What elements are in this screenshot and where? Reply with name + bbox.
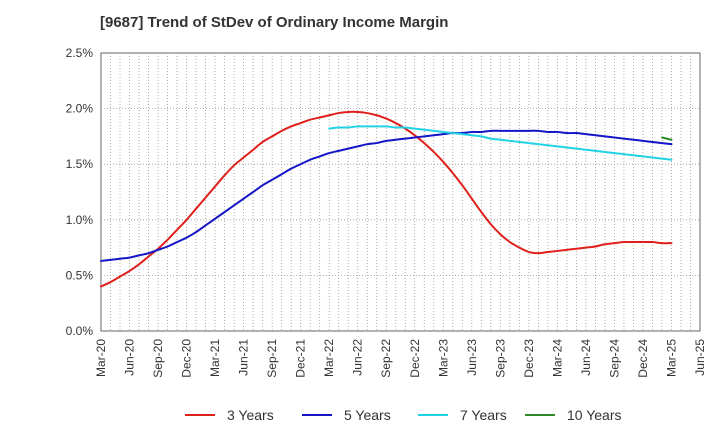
- x-tick-label: Mar-20: [94, 339, 108, 377]
- x-tick-label-group: Jun-25: [693, 339, 707, 376]
- chart-title: [9687] Trend of StDev of Ordinary Income…: [100, 14, 449, 31]
- x-tick-label-group: Dec-23: [522, 339, 536, 378]
- x-tick-label-group: Mar-21: [208, 339, 222, 377]
- x-tick-label-group: Dec-20: [180, 339, 194, 378]
- legend-item: 7 Years: [418, 407, 507, 423]
- legend-item: 5 Years: [302, 407, 391, 423]
- x-tick-label-group: Sep-24: [607, 339, 621, 378]
- x-tick-label: Dec-20: [180, 339, 194, 378]
- x-tick-label: Sep-20: [151, 339, 165, 378]
- grid-layer: [100, 52, 701, 332]
- x-tick-label: Sep-21: [265, 339, 279, 378]
- y-tick-label: 1.0%: [66, 213, 94, 227]
- series-layer: [100, 110, 673, 288]
- legend-swatch: [418, 414, 448, 416]
- x-tick-label-group: Dec-21: [294, 339, 308, 378]
- series-line-10-years: [660, 136, 673, 141]
- x-tick-label: Dec-21: [294, 339, 308, 378]
- x-tick-label-group: Sep-21: [265, 339, 279, 378]
- x-tick-label-group: Jun-22: [351, 339, 365, 376]
- x-tick-label: Jun-23: [465, 339, 479, 376]
- x-tick-label: Jun-24: [579, 339, 593, 376]
- x-tick-label: Jun-20: [123, 339, 137, 376]
- plot-area: [100, 52, 701, 332]
- x-tick-label-group: Jun-20: [123, 339, 137, 376]
- x-tick-label-group: Jun-24: [579, 339, 593, 376]
- x-tick-label-group: Mar-24: [550, 339, 564, 377]
- x-tick-label-group: Sep-22: [379, 339, 393, 378]
- x-tick-label: Mar-23: [436, 339, 450, 377]
- x-tick-label: Jun-21: [237, 339, 251, 376]
- x-tick-label-group: Mar-25: [664, 339, 678, 377]
- x-tick-label-group: Mar-22: [322, 339, 336, 377]
- series-line-5-years: [100, 129, 673, 262]
- legend-label: 10 Years: [567, 407, 622, 423]
- x-tick-label-group: Dec-22: [408, 339, 422, 378]
- x-tick-label-group: Mar-20: [94, 339, 108, 377]
- x-tick-label-group: Jun-21: [237, 339, 251, 376]
- y-tick-label: 1.5%: [66, 157, 94, 171]
- legend-label: 5 Years: [344, 407, 391, 423]
- x-tick-label: Mar-21: [208, 339, 222, 377]
- x-tick-label: Jun-22: [351, 339, 365, 376]
- x-tick-label-group: Sep-20: [151, 339, 165, 378]
- x-tick-label-group: Sep-23: [493, 339, 507, 378]
- x-tick-label-group: Mar-23: [436, 339, 450, 377]
- x-tick-label: Mar-24: [550, 339, 564, 377]
- x-tick-label-group: Jun-23: [465, 339, 479, 376]
- series-line-7-years: [328, 125, 673, 161]
- x-tick-label: Mar-22: [322, 339, 336, 377]
- legend-label: 3 Years: [227, 407, 274, 423]
- y-tick-label: 2.5%: [66, 46, 94, 60]
- legend-label: 7 Years: [460, 407, 507, 423]
- x-tick-label: Jun-25: [693, 339, 707, 376]
- x-tick-label: Mar-25: [664, 339, 678, 377]
- x-tick-label: Dec-22: [408, 339, 422, 378]
- x-tick-label: Dec-24: [636, 339, 650, 378]
- y-tick-label: 0.0%: [66, 324, 94, 338]
- x-tick-label: Sep-22: [379, 339, 393, 378]
- legend-swatch: [185, 414, 215, 416]
- label-layer: 0.0% 0.5% 1.0% 1.5% 2.0% 2.5% Mar-20 Jun-20 Sep-…: [66, 46, 707, 378]
- chart-legend: 3 Years 5 Years 7 Years 10 Years: [0, 404, 720, 426]
- legend-item: 3 Years: [185, 407, 274, 423]
- x-tick-label: Dec-23: [522, 339, 536, 378]
- x-tick-label: Sep-24: [607, 339, 621, 378]
- x-tick-label: Sep-23: [493, 339, 507, 378]
- series-line-3-years: [100, 110, 673, 288]
- legend-item: 10 Years: [525, 407, 622, 423]
- y-tick-label: 2.0%: [66, 102, 94, 116]
- y-tick-label: 0.5%: [66, 268, 94, 282]
- legend-swatch: [525, 414, 555, 416]
- legend-swatch: [302, 414, 332, 416]
- x-tick-label-group: Dec-24: [636, 339, 650, 378]
